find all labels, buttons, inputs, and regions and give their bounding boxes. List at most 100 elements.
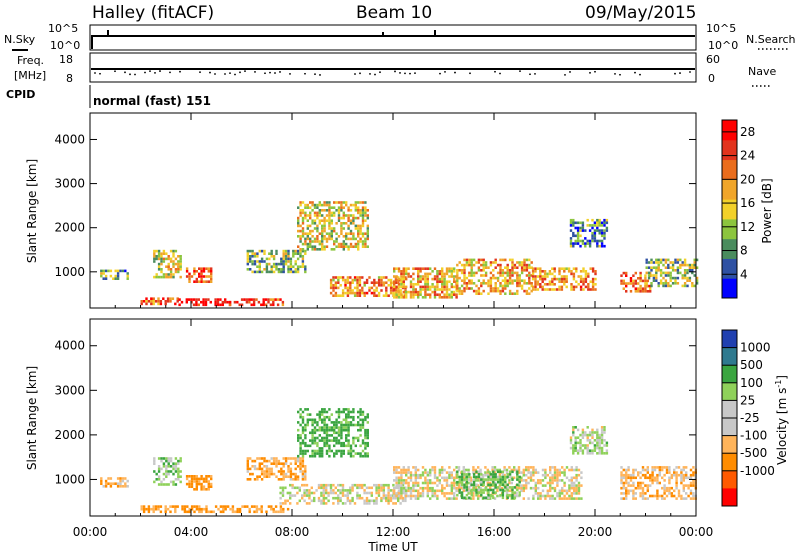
echo-cell	[354, 423, 357, 427]
echo-cell	[675, 471, 678, 474]
nave-point	[289, 73, 291, 75]
echo-cell	[468, 473, 471, 476]
echo-cell	[462, 489, 465, 493]
echo-cell	[652, 279, 656, 282]
echo-cell	[480, 483, 483, 487]
echo-cell	[465, 473, 469, 476]
echo-cell	[581, 239, 585, 243]
echo-cell	[363, 281, 366, 284]
echo-cell	[186, 510, 189, 514]
echo-cell	[458, 480, 461, 484]
echo-cell	[277, 470, 281, 473]
echo-cell	[309, 214, 312, 217]
echo-cell	[551, 466, 554, 469]
echo-cell	[429, 486, 432, 490]
nave-point	[689, 71, 691, 73]
echo-cell	[320, 483, 323, 487]
echo-cell	[395, 481, 398, 485]
echo-cell	[303, 483, 306, 487]
echo-cell	[313, 222, 317, 225]
echo-cell	[162, 260, 166, 263]
echo-cell	[351, 496, 354, 500]
echo-cell	[537, 492, 540, 495]
colorbar-segment	[722, 139, 737, 161]
echo-cell	[323, 224, 326, 228]
echo-cell	[358, 278, 362, 282]
echo-cell	[400, 473, 403, 477]
echo-cell	[337, 201, 341, 204]
echo-cell	[297, 222, 300, 225]
echo-cell	[563, 275, 566, 278]
echo-cell	[155, 472, 158, 476]
echo-cell	[456, 274, 459, 277]
echo-cell	[426, 494, 429, 498]
echo-cell	[657, 282, 660, 285]
echo-cell	[347, 214, 350, 217]
echo-cell	[270, 505, 273, 508]
echo-cell	[177, 265, 180, 268]
echo-cell	[157, 262, 161, 266]
echo-cell	[334, 276, 338, 279]
echo-cell	[436, 484, 439, 487]
echo-cell	[581, 224, 585, 227]
echo-cell	[296, 478, 300, 481]
echo-cell	[484, 282, 488, 285]
echo-cell	[407, 275, 410, 278]
echo-cell	[393, 280, 396, 283]
echo-cell	[179, 262, 182, 266]
echo-cell	[167, 257, 170, 261]
echo-cell	[385, 281, 388, 284]
echo-cell	[593, 444, 597, 447]
echo-cell	[501, 473, 505, 476]
echo-cell	[323, 245, 326, 248]
echo-cell	[586, 436, 589, 439]
echo-cell	[569, 229, 573, 232]
echo-cell	[450, 290, 453, 294]
echo-cell	[354, 203, 357, 207]
echo-cell	[153, 462, 156, 465]
echo-cell	[124, 269, 127, 273]
echo-cell	[364, 452, 367, 455]
echo-cell	[492, 261, 495, 264]
echo-cell	[572, 433, 575, 437]
echo-cell	[354, 216, 357, 220]
echo-cell	[341, 502, 345, 505]
echo-cell	[492, 289, 495, 293]
echo-cell	[414, 473, 417, 477]
echo-cell	[412, 481, 415, 485]
echo-cell	[311, 434, 314, 437]
echo-cell	[305, 489, 309, 492]
echo-cell	[573, 486, 576, 490]
echo-cell	[162, 465, 166, 468]
echo-cell	[493, 481, 497, 485]
echo-cell	[482, 258, 485, 262]
echo-cell	[246, 260, 249, 263]
echo-cell	[475, 289, 478, 293]
echo-cell	[364, 211, 367, 215]
echo-cell	[347, 248, 350, 251]
echo-cell	[309, 237, 312, 241]
echo-cell	[382, 284, 386, 287]
echo-cell	[309, 245, 312, 248]
echo-cell	[499, 483, 502, 487]
echo-cell	[364, 209, 367, 212]
echo-cell	[465, 497, 468, 500]
echo-cell	[682, 484, 685, 487]
echo-cell	[676, 266, 680, 269]
echo-cell	[329, 278, 333, 282]
echo-cell	[569, 224, 573, 227]
echo-cell	[393, 293, 396, 296]
echo-cell	[460, 279, 464, 282]
echo-cell	[460, 491, 464, 494]
echo-cell	[193, 280, 196, 283]
echo-cell	[214, 298, 217, 301]
echo-cell	[240, 303, 244, 307]
echo-cell	[565, 492, 569, 495]
echo-cell	[172, 467, 175, 471]
echo-cell	[530, 284, 533, 288]
echo-cell	[419, 288, 422, 291]
echo-cell	[207, 510, 211, 514]
echo-cell	[520, 479, 523, 482]
echo-cell	[596, 244, 599, 248]
echo-cell	[579, 234, 582, 238]
